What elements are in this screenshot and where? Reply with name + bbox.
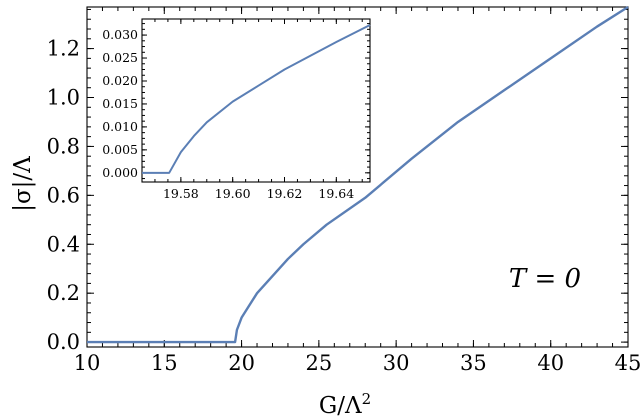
x-axis-title-sup: 2: [362, 390, 372, 408]
main-y-tick-label: 1.2: [47, 37, 80, 61]
inset-y-tick-label: 0.015: [102, 96, 138, 111]
inset-plot-frame: [141, 18, 371, 183]
main-y-tick-label: 0.2: [47, 281, 80, 305]
inset-background: [142, 19, 370, 182]
main-tick-labels: 10 15 20 25 30 35 40 45 0.0 0.2 0.4 0.6 0.8 1.0 1.2: [47, 37, 642, 375]
inset-y-tick-label: 0.020: [102, 73, 138, 88]
main-x-tick-label: 10: [74, 351, 101, 375]
main-x-tick-label: 45: [615, 351, 642, 375]
inset-data-line: [142, 24, 371, 174]
main-x-tick-label: 15: [151, 351, 178, 375]
y-axis-title: |σ|/Λ: [10, 156, 36, 212]
main-plot-frame: [86, 6, 629, 348]
main-x-tick-label: 35: [460, 351, 487, 375]
x-axis-title-main: G/Λ: [319, 393, 362, 419]
x-axis-title: G/Λ2: [319, 390, 371, 419]
inset-y-tick-label: 0.010: [102, 119, 138, 134]
inset-y-tick-label: 0.000: [102, 165, 138, 180]
main-y-tick-label: 0.0: [47, 330, 80, 354]
inset-series: [142, 24, 371, 174]
main-x-tick-label: 20: [228, 351, 255, 375]
temperature-annotation: T = 0: [509, 264, 581, 294]
inset-x-tick-label: 19.62: [267, 186, 303, 201]
inset-y-tick-label: 0.005: [102, 142, 138, 157]
main-x-tick-label: 25: [305, 351, 332, 375]
main-x-tick-label: 40: [537, 351, 564, 375]
main-y-tick-label: 0.8: [47, 134, 80, 158]
main-y-tick-label: 1.0: [47, 86, 80, 110]
inset-tick-labels: 19.58 19.60 19.62 19.64 0.000 0.005 0.010 0.015…: [102, 27, 354, 201]
main-ticks: [86, 7, 629, 347]
inset-y-tick-label: 0.030: [102, 27, 138, 42]
main-y-tick-label: 0.6: [47, 183, 80, 207]
main-y-tick-label: 0.4: [47, 232, 80, 256]
main-data-line: [87, 5, 629, 344]
inset-x-tick-label: 19.58: [163, 186, 199, 201]
inset-x-tick-label: 19.60: [215, 186, 251, 201]
main-series: [87, 5, 629, 344]
inset-y-tick-label: 0.025: [102, 50, 138, 65]
inset-x-tick-label: 19.64: [318, 186, 354, 201]
main-x-tick-label: 30: [383, 351, 410, 375]
